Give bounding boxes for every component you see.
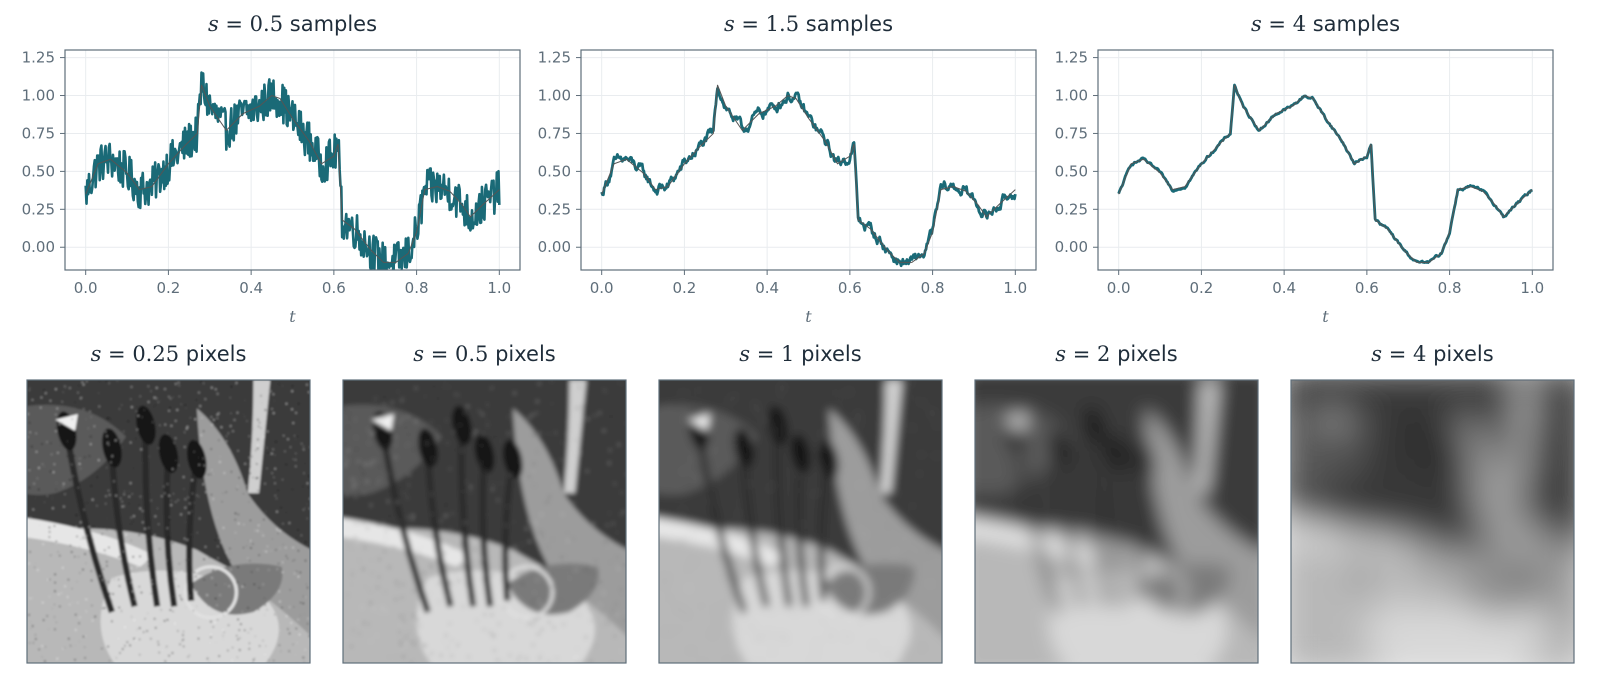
line-chart-panels: 0.0 0.2 0.4 0.6 0.8 1.0 0.00 0.25 0.50 0.75 1.00 1.… bbox=[22, 12, 1554, 326]
flower-image bbox=[1291, 380, 1574, 663]
y-tick-label: 0.25 bbox=[538, 200, 571, 218]
series-line-reference bbox=[1118, 84, 1533, 263]
flower-image bbox=[659, 380, 942, 663]
image-panel-3: s = 1 pixels bbox=[658, 342, 943, 664]
x-tick-label: 1.0 bbox=[487, 279, 511, 297]
x-tick-label: 0.6 bbox=[1355, 279, 1379, 297]
image-frame bbox=[26, 379, 311, 664]
x-axis-label: t bbox=[289, 307, 296, 326]
x-tick-label: 0.0 bbox=[1107, 279, 1131, 297]
y-tick-label: 1.00 bbox=[1055, 87, 1088, 105]
y-tick-label: 0.75 bbox=[22, 124, 55, 142]
x-tick-label: 1.0 bbox=[1003, 279, 1027, 297]
image-panel-4: s = 2 pixels bbox=[974, 342, 1259, 664]
y-tick-label: 1.25 bbox=[1055, 49, 1088, 67]
flower-image bbox=[27, 380, 310, 663]
line-chart-2: 0.0 0.2 0.4 0.6 0.8 1.0 0.00 0.25 0.50 0.75 1.00 1.… bbox=[538, 12, 1037, 326]
x-tick-label: 0.8 bbox=[1438, 279, 1462, 297]
image-panel-5: s = 4 pixels bbox=[1290, 342, 1575, 664]
y-tick-label: 0.00 bbox=[1055, 238, 1088, 256]
x-tick-label: 0.6 bbox=[838, 279, 862, 297]
chart-title: s = 1.5 samples bbox=[724, 12, 893, 36]
x-tick-label: 0.6 bbox=[322, 279, 346, 297]
series-line-reference bbox=[85, 84, 500, 263]
image-frame bbox=[1290, 379, 1575, 664]
x-tick-label: 0.8 bbox=[405, 279, 429, 297]
series-line-filtered bbox=[600, 87, 1017, 268]
y-tick-label: 0.25 bbox=[22, 200, 55, 218]
y-tick-label: 0.50 bbox=[1055, 162, 1088, 180]
x-tick-label: 0.2 bbox=[1189, 279, 1213, 297]
chart-title: s = 0.5 samples bbox=[208, 12, 377, 36]
y-tick-label: 0.50 bbox=[538, 162, 571, 180]
image-title: s = 1 pixels bbox=[739, 342, 861, 366]
image-title: s = 0.25 pixels bbox=[91, 342, 247, 366]
plot-frame bbox=[64, 49, 521, 271]
y-tick-label: 0.25 bbox=[1055, 200, 1088, 218]
series-line-filtered bbox=[84, 71, 501, 270]
y-tick-label: 0.50 bbox=[22, 162, 55, 180]
x-tick-label: 0.4 bbox=[239, 279, 263, 297]
image-panels: s = 0.25 pixels s = 0.5 pixels s = 1 pixel… bbox=[26, 342, 1575, 664]
image-frame bbox=[658, 379, 943, 664]
image-title: s = 2 pixels bbox=[1055, 342, 1177, 366]
series-line-reference bbox=[601, 84, 1016, 263]
image-panel-2: s = 0.5 pixels bbox=[342, 342, 627, 664]
plot-frame bbox=[1097, 49, 1554, 271]
x-axis-label: t bbox=[1322, 307, 1329, 326]
y-tick-label: 0.00 bbox=[538, 238, 571, 256]
image-frame bbox=[342, 379, 627, 664]
image-title: s = 0.5 pixels bbox=[413, 342, 555, 366]
flower-image bbox=[343, 380, 626, 663]
chart-title: s = 4 samples bbox=[1251, 12, 1400, 36]
y-tick-label: 1.25 bbox=[538, 49, 571, 67]
flower-image bbox=[975, 380, 1258, 663]
image-title: s = 4 pixels bbox=[1371, 342, 1493, 366]
x-tick-label: 0.4 bbox=[755, 279, 779, 297]
plot-frame bbox=[580, 49, 1037, 271]
y-tick-label: 0.75 bbox=[1055, 124, 1088, 142]
x-tick-label: 0.8 bbox=[921, 279, 945, 297]
y-tick-label: 1.00 bbox=[22, 87, 55, 105]
line-chart-3: 0.0 0.2 0.4 0.6 0.8 1.0 0.00 0.25 0.50 0.75 1.00 1.… bbox=[1055, 12, 1554, 326]
x-axis-label: t bbox=[805, 307, 812, 326]
x-tick-label: 0.2 bbox=[156, 279, 180, 297]
image-panel-1: s = 0.25 pixels bbox=[26, 342, 311, 664]
image-frame bbox=[974, 379, 1259, 664]
x-tick-label: 1.0 bbox=[1520, 279, 1544, 297]
x-tick-label: 0.0 bbox=[590, 279, 614, 297]
y-tick-label: 1.25 bbox=[22, 49, 55, 67]
y-tick-label: 0.00 bbox=[22, 238, 55, 256]
y-tick-label: 1.00 bbox=[538, 87, 571, 105]
series-line-filtered bbox=[1117, 83, 1534, 264]
x-tick-label: 0.4 bbox=[1272, 279, 1296, 297]
x-tick-label: 0.0 bbox=[74, 279, 98, 297]
x-tick-label: 0.2 bbox=[672, 279, 696, 297]
y-tick-label: 0.75 bbox=[538, 124, 571, 142]
line-chart-1: 0.0 0.2 0.4 0.6 0.8 1.0 0.00 0.25 0.50 0.75 1.00 1.… bbox=[22, 12, 521, 326]
